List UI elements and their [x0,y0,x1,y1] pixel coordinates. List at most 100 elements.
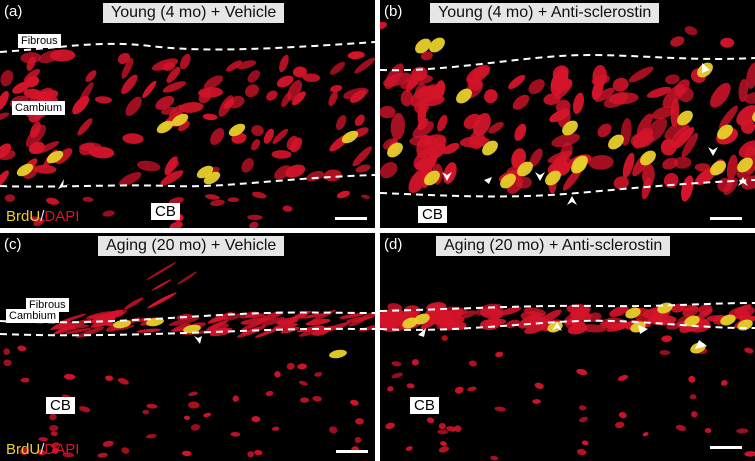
micrograph-d [380,302,755,461]
dapi-nucleus [532,399,541,404]
dapi-nucleus [675,424,687,431]
dapi-nucleus [162,81,186,93]
dapi-nucleus [380,162,398,179]
dapi-nucleus [406,383,415,389]
dapi-nucleus [0,70,14,87]
dapi-nucleus [202,113,218,121]
dapi-nucleus [432,136,447,150]
dapi-nucleus [391,372,403,379]
brdu-nucleus [640,150,656,166]
dapi-nucleus [420,51,433,61]
dapi-nucleus [534,382,544,390]
dapi-nucleus [746,62,755,89]
dapi-nucleus [437,114,448,132]
fibrous-boundary-line [0,41,375,53]
dapi-nucleus [203,75,224,90]
dapi-nucleus [744,92,755,104]
dapi-nucleus [52,447,59,454]
fibrous-label: Fibrous [18,34,61,48]
dapi-nucleus [744,347,754,354]
dapi-nucleus [343,87,369,100]
dapi-nucleus [17,345,27,352]
dapi-nucleus [297,363,307,370]
dapi-nucleus [438,446,450,453]
micrograph-a [0,41,375,228]
dapi-nucleus [662,157,678,170]
arrowhead-icon [58,179,70,189]
dapi-nucleus [146,261,177,281]
dapi-nucleus [52,327,76,335]
panel-d: (d) Aging (20 mo) + Anti-sclerostin CB [380,233,755,461]
bone-boundary-line [0,327,375,337]
brdu-nucleus [571,158,587,174]
dapi-nucleus [3,348,11,355]
dapi-nucleus [361,194,370,199]
dapi-nucleus [210,199,225,207]
brdu-nucleus [482,140,498,156]
dapi-nucleus [512,94,530,110]
dapi-nucleus [102,210,115,217]
dapi-nucleus [467,76,483,91]
brdu-nucleus [402,317,418,329]
brdu-nucleus [228,123,246,137]
panel-label: (a) [4,3,23,20]
dapi-nucleus [170,327,188,332]
dapi-nucleus [176,271,198,285]
dapi-nucleus [227,197,240,202]
brdu-nucleus [156,120,174,134]
dapi-nucleus [330,84,343,93]
dapi-nucleus [241,158,254,173]
dapi-nucleus [335,115,347,130]
dapi-nucleus [38,437,48,442]
dapi-nucleus [293,66,307,78]
dapi-nucleus [277,316,300,324]
dapi-nucleus [472,67,490,78]
dapi-nucleus [468,360,477,367]
dapi-nucleus [330,61,346,75]
dapi-nucleus [689,394,697,400]
dapi-nucleus [691,411,698,418]
dapi-nucleus [247,214,263,221]
dapi-nucleus [0,90,9,111]
brdu-nucleus [625,307,641,319]
dapi-nucleus [146,403,158,409]
scale-bar [710,446,742,449]
dapi-nucleus [127,317,160,323]
dapi-nucleus [271,150,292,159]
dapi-nucleus [12,81,31,94]
dapi-nucleus [329,426,338,434]
brdu-nucleus [329,349,347,359]
dapi-nucleus [50,442,60,448]
dapi-nucleus [594,87,615,102]
dapi-nucleus [572,92,585,115]
dapi-nucleus [669,125,690,148]
dapi-nucleus [38,50,62,64]
dapi-nucleus [166,159,179,171]
brdu-nucleus [113,319,131,329]
dapi-nucleus [102,440,114,447]
dapi-nucleus [454,425,462,432]
dapi-nucleus [20,377,30,383]
dapi-nucleus [0,112,10,122]
dapi-nucleus [646,86,672,98]
dapi-nucleus [312,395,322,402]
dapi-nucleus [405,69,423,93]
dapi-nucleus [249,221,259,228]
dapi-nucleus [123,297,144,310]
dapi-nucleus [336,190,350,199]
dapi-nucleus [28,141,45,154]
dapi-nucleus [704,427,712,434]
dapi-nucleus [651,106,675,120]
dapi-nucleus [355,418,364,425]
dapi-nucleus [726,154,738,181]
dapi-nucleus [576,448,587,456]
dapi-nucleus [306,170,324,182]
dapi-nucleus [661,335,673,343]
dapi-nucleus [77,118,93,136]
dapi-nucleus [354,57,375,74]
dapi-nucleus [405,446,413,451]
stain-legend: BrdU/DAPI [6,441,79,458]
arrowhead-icon [442,63,748,205]
dapi-nucleus [445,426,457,432]
dapi-nucleus [352,146,372,167]
